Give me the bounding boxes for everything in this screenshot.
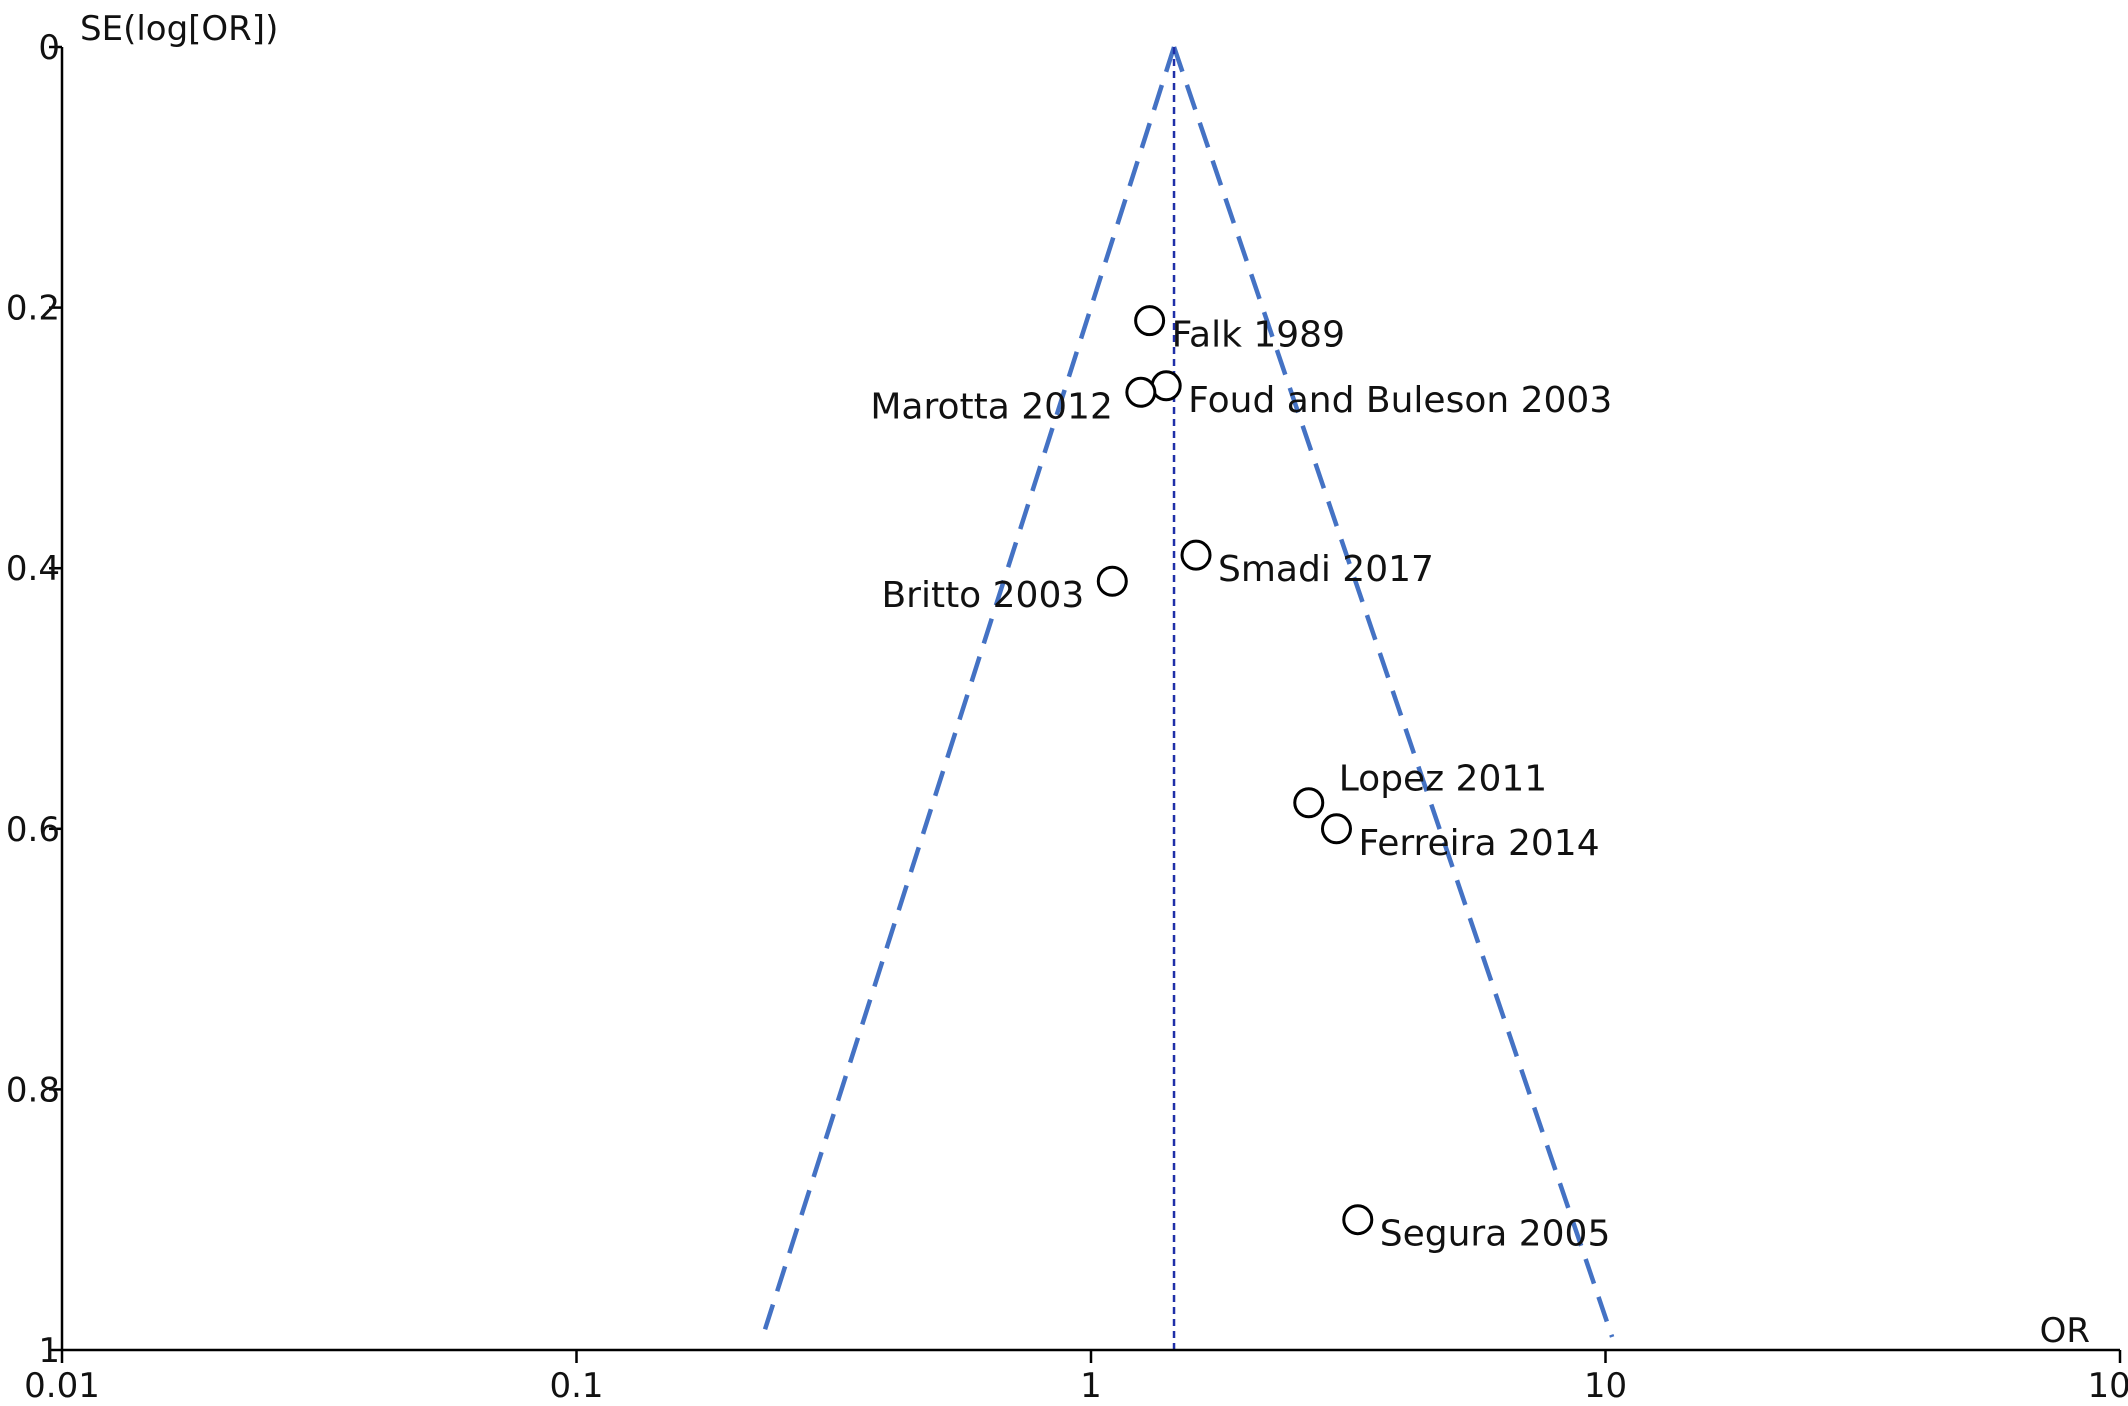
study-point xyxy=(1125,376,1157,408)
study-label: Segura 2005 xyxy=(1380,1214,1611,1255)
y-tick-label: 1 xyxy=(38,1331,60,1371)
study-label: Britto 2003 xyxy=(881,575,1084,616)
study-point xyxy=(1150,370,1182,402)
study-label: Foud and Buleson 2003 xyxy=(1188,380,1612,421)
study-point xyxy=(1320,813,1352,845)
axis-layer: 00.20.40.60.810.010.1110100SE(log[OR])OR xyxy=(6,9,2128,1406)
y-tick-label: 0.4 xyxy=(6,549,60,589)
x-tick-label: 10 xyxy=(1584,1366,1627,1401)
study-label: Smadi 2017 xyxy=(1218,549,1434,590)
study-point xyxy=(1096,565,1128,597)
y-tick-label: 0.8 xyxy=(6,1070,60,1110)
x-tick-label: 0.01 xyxy=(24,1366,100,1401)
y-axis-title: SE(log[OR]) xyxy=(80,9,278,49)
x-tick-label: 0.1 xyxy=(549,1366,603,1401)
funnel-right-line xyxy=(1171,46,1615,1338)
study-label: Falk 1989 xyxy=(1172,315,1345,356)
y-tick-label: 0.2 xyxy=(6,289,60,329)
x-axis-title: OR xyxy=(2040,1311,2090,1351)
y-tick-label: 0.6 xyxy=(6,810,60,850)
y-tick-label: 0 xyxy=(38,28,60,68)
study-point xyxy=(1293,787,1325,819)
study-point xyxy=(1134,305,1166,337)
points-layer: Falk 1989 Foud and Buleson 2003 Marotta 20… xyxy=(870,305,1612,1255)
x-tick-label: 100 xyxy=(2088,1366,2128,1401)
funnel-layer xyxy=(760,46,1615,1350)
study-label: Ferreira 2014 xyxy=(1358,823,1599,864)
x-tick-label: 1 xyxy=(1080,1366,1102,1401)
study-point xyxy=(1342,1204,1374,1236)
study-point xyxy=(1180,539,1212,571)
study-label: Lopez 2011 xyxy=(1339,759,1547,800)
study-label: Marotta 2012 xyxy=(870,386,1113,427)
funnel-left-line xyxy=(760,46,1177,1338)
